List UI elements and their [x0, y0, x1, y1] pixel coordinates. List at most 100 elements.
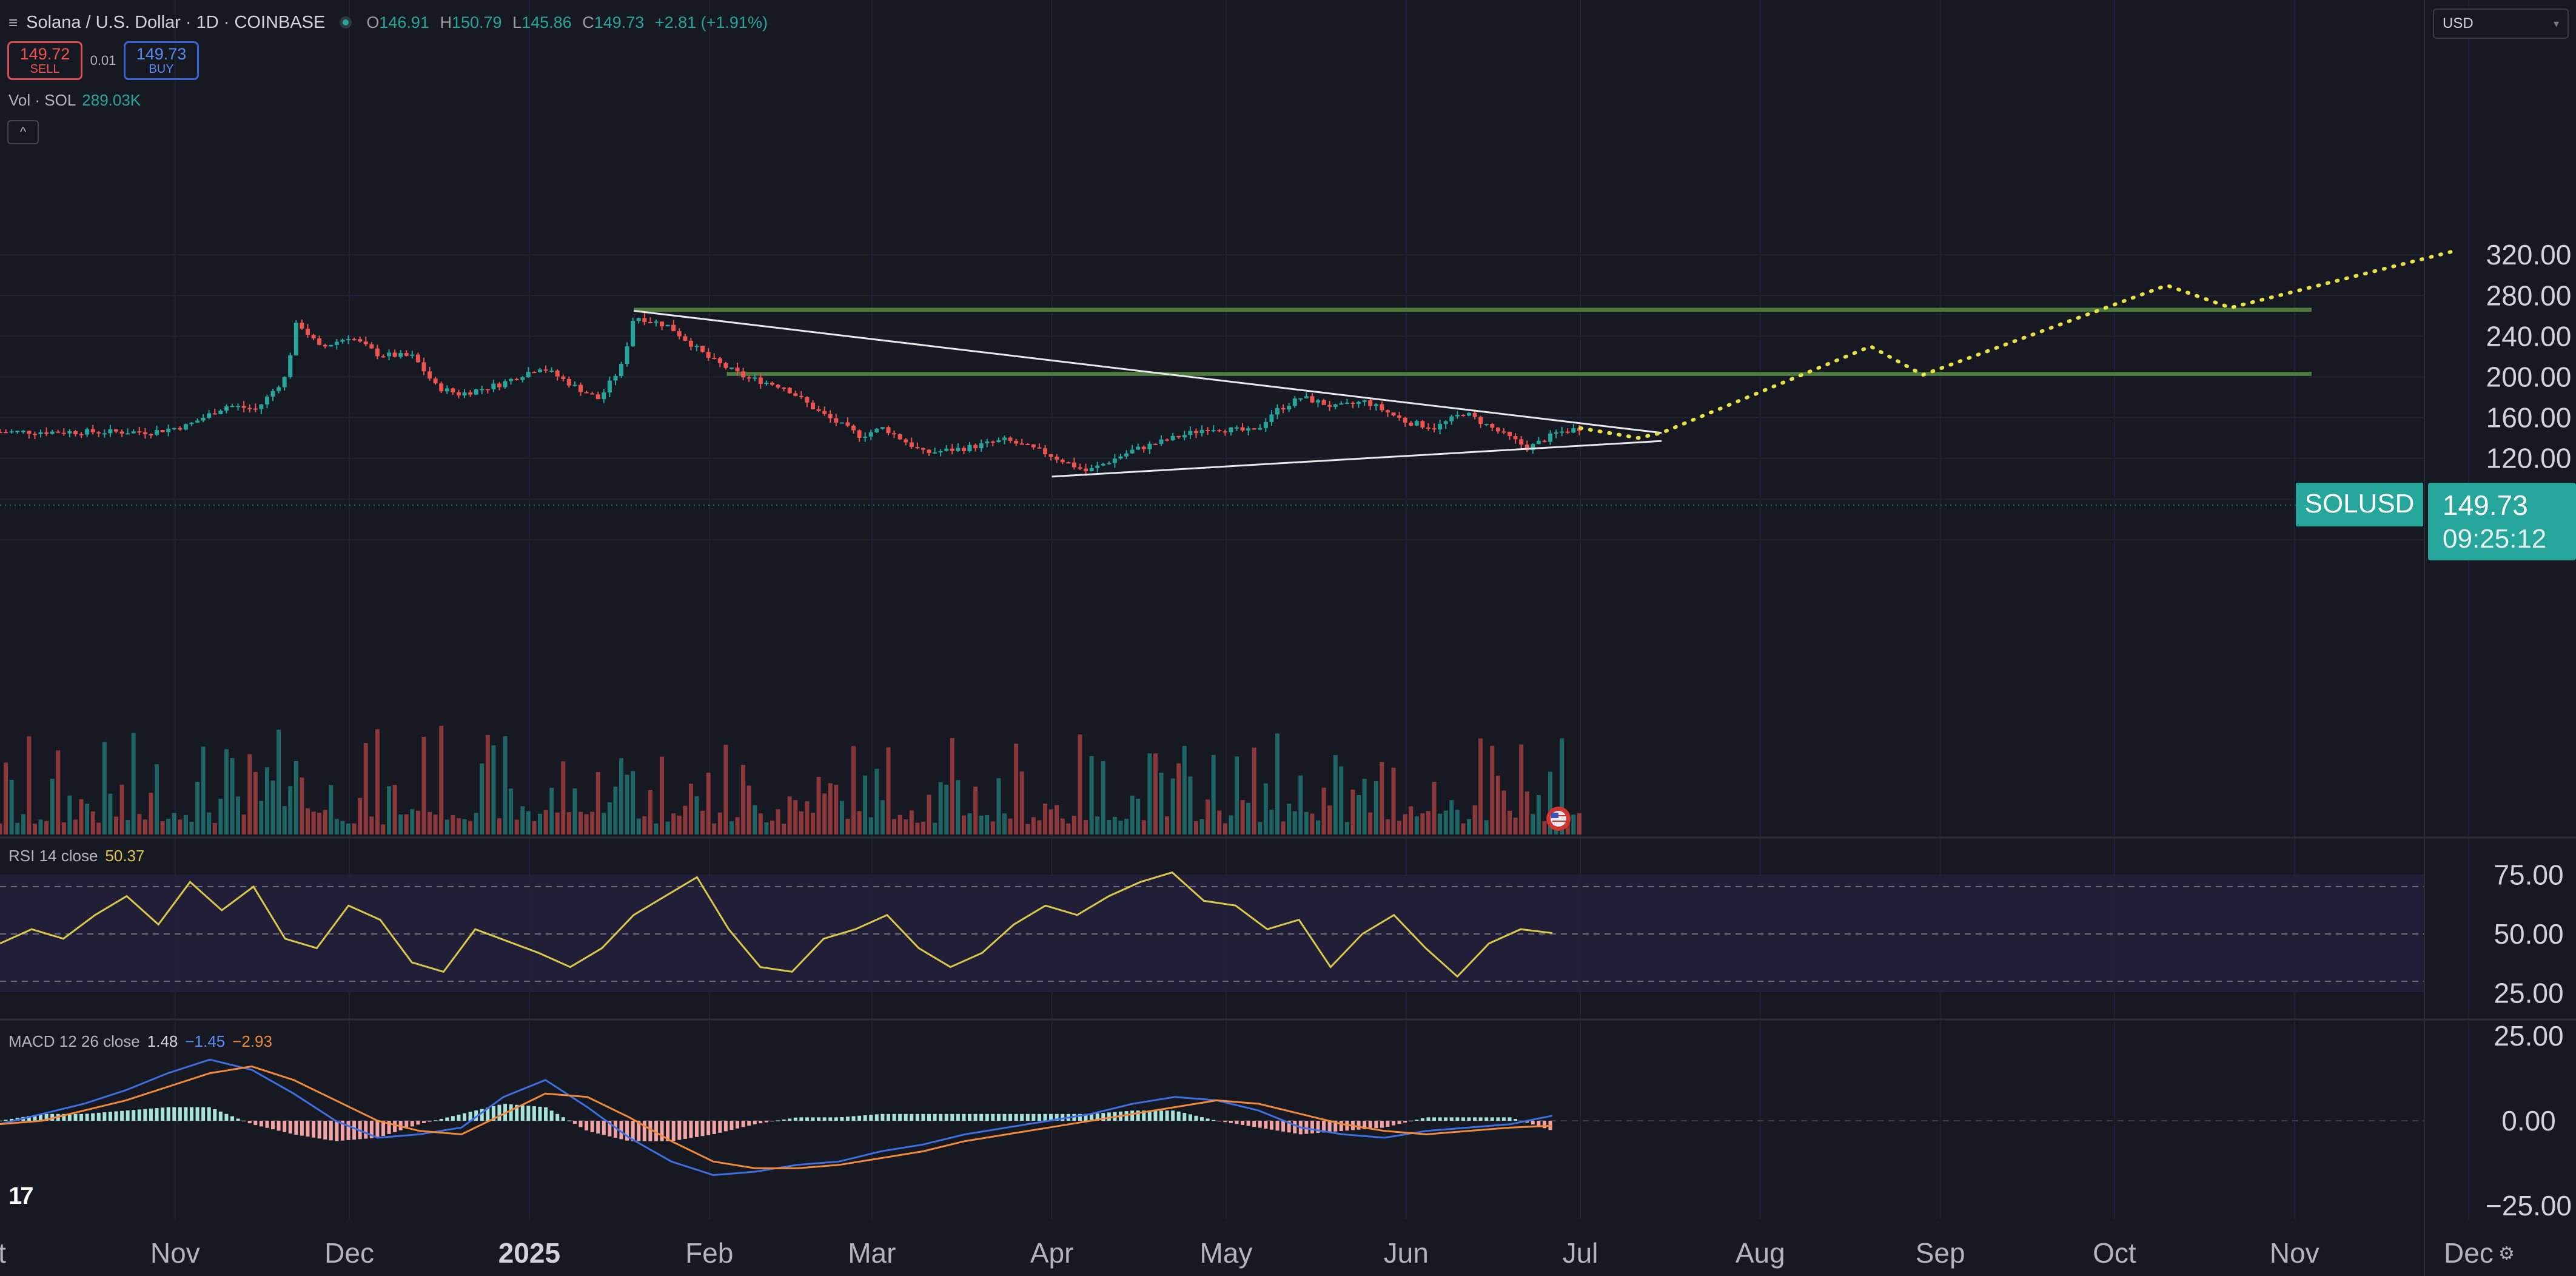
macd-hist-bar — [393, 1121, 397, 1132]
candle-body — [329, 344, 334, 347]
volume-bar — [1484, 820, 1489, 834]
candle-body — [996, 440, 1001, 442]
time-label: Nov — [2270, 1237, 2319, 1269]
volume-bar — [178, 819, 183, 834]
rsi-label[interactable]: RSI 14 close — [8, 847, 98, 865]
candle-body — [927, 449, 931, 454]
macd-tick: 25.00 — [2494, 1020, 2563, 1052]
trade-panel: 149.72 SELL 0.01 149.73 BUY — [7, 41, 199, 80]
volume-bar — [927, 794, 931, 834]
macd-hist-bar — [910, 1113, 914, 1121]
candle-body — [973, 445, 978, 449]
volume-bar — [1066, 823, 1071, 834]
macd-hist-bar — [840, 1117, 844, 1121]
macd-hist-bar — [1478, 1117, 1483, 1121]
macd-hist-bar — [416, 1121, 420, 1125]
volume-bar — [1048, 809, 1053, 834]
candle-body — [543, 369, 548, 371]
volume-bar — [114, 816, 118, 834]
currency-value: USD — [2443, 15, 2474, 32]
buy-button[interactable]: 149.73 BUY — [124, 41, 199, 80]
triangle-trendlines[interactable] — [634, 309, 1662, 478]
price-tick: 320.00 — [2486, 239, 2572, 270]
volume-bar — [1089, 756, 1094, 834]
currency-select[interactable]: USD ▾ — [2433, 8, 2569, 39]
time-label: Aug — [1736, 1237, 1785, 1269]
macd-hist-bar — [799, 1117, 803, 1121]
candle-body — [892, 433, 897, 435]
macd-hist-bar — [10, 1118, 14, 1121]
candle-body — [631, 321, 636, 347]
volume-bar — [166, 818, 171, 834]
volume-bar — [247, 754, 252, 834]
macd-hist-bar — [782, 1119, 786, 1121]
symbol-title[interactable]: Solana / U.S. Dollar · 1D · COINBASE — [26, 12, 326, 32]
candle-body — [950, 448, 954, 451]
tradingview-logo-icon[interactable]: 17 — [8, 1183, 33, 1209]
candle-body — [79, 434, 84, 435]
macd-hist-bar — [753, 1121, 757, 1124]
candle-body — [346, 338, 351, 340]
candle-body — [444, 388, 449, 392]
macd-hist-bar — [915, 1113, 919, 1121]
volume-label[interactable]: Vol · SOL — [8, 91, 76, 109]
volume-bar — [973, 787, 978, 834]
candle-body — [1362, 400, 1367, 402]
projection-path[interactable] — [1578, 250, 2454, 440]
candle-body — [671, 324, 676, 332]
volume-bar — [1565, 822, 1570, 834]
volume-bar — [996, 778, 1001, 834]
candle-body — [32, 434, 37, 435]
market-status-icon[interactable] — [340, 16, 352, 29]
sell-button[interactable]: 149.72 SELL — [7, 41, 82, 80]
volume-bar — [195, 782, 200, 834]
macd-hist-bar — [788, 1118, 792, 1121]
macd-legend: MACD 12 26 close 1.48 −1.45 −2.93 — [8, 1032, 272, 1051]
volume-bar — [625, 774, 629, 834]
candle-body — [607, 380, 612, 393]
volume-bar — [1414, 816, 1419, 834]
volume-bar — [305, 808, 310, 834]
candle-body — [1281, 408, 1286, 410]
macd-hist-bar — [85, 1113, 89, 1121]
trendline — [1052, 440, 1662, 478]
volume-bar — [334, 819, 339, 834]
volume-bar — [1258, 822, 1263, 834]
candle-body — [1304, 396, 1309, 398]
volume-bar — [619, 758, 624, 834]
macd-label[interactable]: MACD 12 26 close — [8, 1032, 140, 1050]
macd-hist-bar — [1258, 1121, 1262, 1128]
candle-body — [1141, 446, 1146, 449]
hamburger-icon[interactable]: ≡ — [8, 13, 18, 32]
candle-body — [688, 340, 693, 347]
candle-body — [712, 357, 717, 359]
volume-bar — [1188, 776, 1193, 834]
rsi-legend: RSI 14 close 50.37 — [8, 847, 144, 865]
macd-hist-bar — [323, 1121, 327, 1140]
volume-bar — [392, 784, 397, 834]
resistance-zones[interactable] — [634, 307, 2312, 376]
macd-hist-bar — [428, 1121, 432, 1122]
collapse-legend-button[interactable]: ^ — [7, 120, 39, 144]
macd-hist-bar — [631, 1121, 635, 1141]
candle-body — [1385, 410, 1390, 413]
candle-body — [1287, 406, 1292, 410]
candle-body — [880, 427, 885, 429]
volume-bar — [212, 823, 217, 834]
volume-bar — [102, 742, 107, 834]
time-axis[interactable]: ct Nov Dec 2025 Feb Mar Apr May Jun Jul Aug Sep Oct N… — [0, 1237, 2494, 1269]
volume-bar — [1478, 738, 1483, 834]
volume-bar — [1357, 794, 1361, 834]
candle-body — [700, 346, 705, 352]
candle-body — [1206, 430, 1210, 432]
settings-icon[interactable]: ⚙ — [2498, 1244, 2515, 1264]
volume-bar — [1466, 819, 1471, 834]
macd-hist-bar — [44, 1113, 49, 1121]
macd-hist-bar — [1269, 1121, 1273, 1130]
us-flag-icon[interactable] — [1546, 807, 1571, 831]
candle-body — [433, 378, 438, 384]
time-label: May — [1199, 1237, 1252, 1269]
macd-hist-bar — [869, 1115, 873, 1121]
macd-hist-bar — [247, 1121, 252, 1124]
